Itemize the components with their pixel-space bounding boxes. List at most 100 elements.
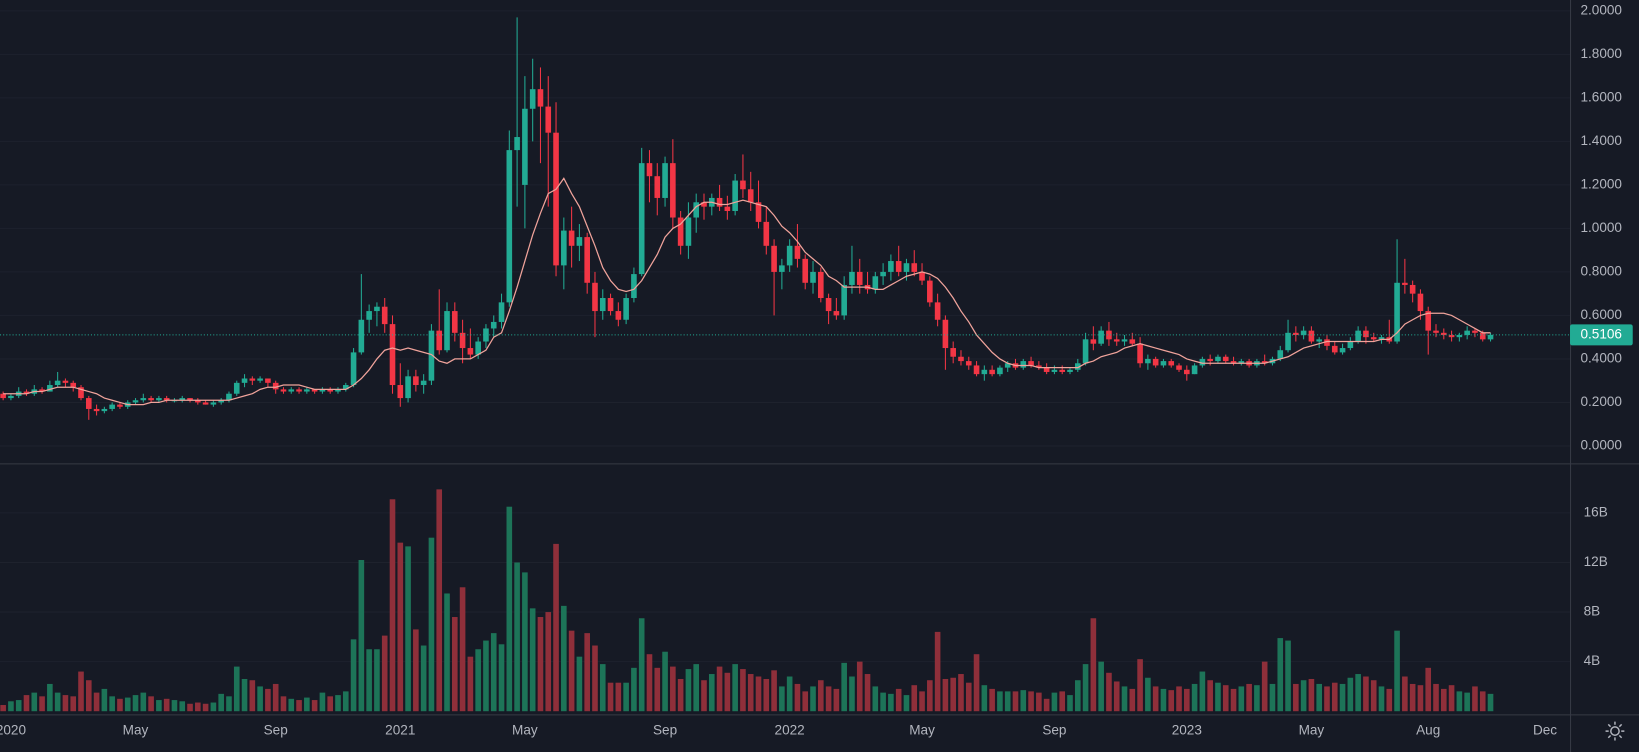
volume-bar <box>522 572 528 712</box>
volume-bar <box>919 691 925 712</box>
candle-body <box>8 395 14 399</box>
candle-body <box>451 311 458 333</box>
volume-bar <box>1191 683 1198 712</box>
candle-body <box>475 341 481 355</box>
candle-body <box>233 382 240 394</box>
volume-bar <box>436 489 443 712</box>
candle-body <box>1176 365 1182 370</box>
candle-body <box>405 376 411 399</box>
volume-bar <box>1402 676 1408 712</box>
volume-bar <box>950 677 956 712</box>
volume-bar <box>140 692 147 712</box>
candle-body <box>615 311 622 320</box>
volume-bar <box>1051 692 1058 712</box>
y-tick-label: 1.8000 <box>1580 46 1622 61</box>
volume-bar <box>272 683 279 712</box>
volume-bar <box>342 691 349 712</box>
volume-bar <box>54 692 61 712</box>
candle-body <box>802 258 809 283</box>
volume-bar <box>662 651 668 712</box>
volume-bar <box>23 695 30 712</box>
candle-body <box>716 197 723 207</box>
volume-bar <box>1440 688 1447 712</box>
volume-bar <box>1184 688 1190 712</box>
volume-bar <box>888 693 894 712</box>
x-tick-label: Aug <box>1416 723 1440 738</box>
candle-body <box>1417 293 1424 312</box>
candle-body <box>459 332 466 349</box>
y-tick-label: 0.6000 <box>1580 307 1622 322</box>
candle-body <box>483 328 489 342</box>
candle-body <box>506 150 513 303</box>
volume-bar <box>849 676 855 712</box>
volume-bar <box>576 656 583 712</box>
candle-body <box>187 398 193 401</box>
y-tick-label: 0.0000 <box>1580 438 1622 453</box>
candle-body <box>584 237 590 283</box>
volume-bar <box>981 685 988 712</box>
volume-tick-label: 8B <box>1584 604 1601 619</box>
candle-body <box>249 378 256 381</box>
volume-bar <box>1331 682 1338 712</box>
volume-bar <box>350 639 357 712</box>
candle-body <box>85 398 92 409</box>
candle-body <box>381 306 388 325</box>
volume-bar <box>1106 672 1112 712</box>
volume-bar <box>1417 685 1424 712</box>
volume-bar <box>1074 680 1081 712</box>
candle-body <box>148 398 154 401</box>
candle-body <box>1293 332 1299 335</box>
candle-body <box>358 319 365 353</box>
volume-bar <box>1082 664 1089 712</box>
volume-bar <box>1254 685 1260 712</box>
candle-body <box>973 365 980 375</box>
volume-bar <box>1487 693 1494 712</box>
candle-body <box>670 163 676 218</box>
candle-body <box>132 400 139 403</box>
candle-body <box>1113 339 1120 342</box>
candle-body <box>856 271 863 285</box>
volume-bar <box>202 703 209 712</box>
candle-body <box>849 271 855 285</box>
candle-body <box>389 324 396 386</box>
volume-bar <box>101 688 108 712</box>
volume-bar <box>179 701 186 712</box>
volume-bar <box>335 695 341 712</box>
volume-bar <box>568 630 575 712</box>
candle-body <box>1098 330 1104 344</box>
candle-body <box>265 378 271 383</box>
candle-body <box>833 311 840 316</box>
candle-body <box>537 89 544 107</box>
volume-bar <box>989 688 995 712</box>
candle-body <box>701 202 707 207</box>
volume-bar <box>1199 671 1206 712</box>
volume-bar <box>708 674 715 712</box>
volume-bar <box>1448 685 1455 712</box>
candle-body <box>646 163 653 177</box>
volume-bar <box>592 645 598 712</box>
volume-bar <box>1378 686 1385 712</box>
volume-bar <box>903 695 910 712</box>
candle-body <box>272 382 279 390</box>
volume-bar <box>880 692 886 712</box>
volume-bar <box>818 680 824 712</box>
volume-bar <box>833 688 840 712</box>
volume-bar <box>1347 677 1354 712</box>
candle-body <box>1067 369 1073 372</box>
volume-bar <box>156 700 162 712</box>
candle-body <box>950 348 956 357</box>
candle-body <box>109 404 115 409</box>
settings-button[interactable] <box>1605 721 1625 741</box>
candle-body <box>101 408 108 412</box>
last-price-label: 0.5106 <box>1580 326 1622 341</box>
candle-body <box>296 389 302 392</box>
volume-bar <box>670 666 676 712</box>
candle-body <box>1409 284 1416 294</box>
candle-body <box>1339 348 1346 353</box>
candle-body <box>195 400 201 403</box>
candle-body <box>1129 339 1136 344</box>
candle-body <box>210 402 217 405</box>
volume-bar <box>124 697 131 712</box>
